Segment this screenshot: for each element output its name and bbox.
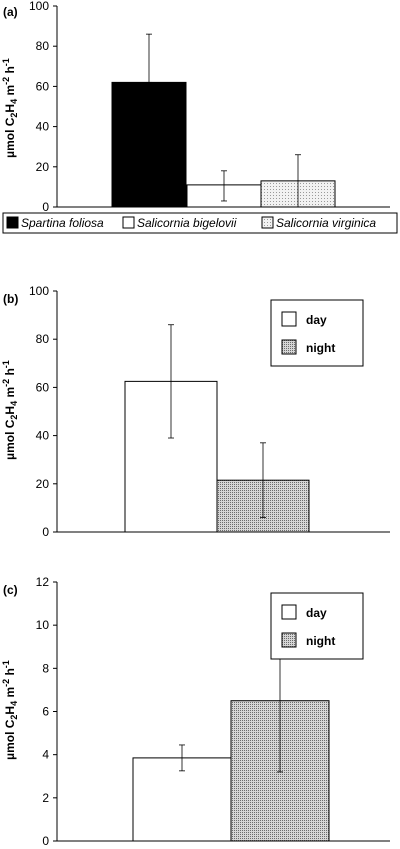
y-axis-label: µmol C2H4 m-2 h-1 [1, 58, 19, 158]
y-tick-label: 20 [36, 477, 50, 491]
y-tick-label: 60 [36, 79, 50, 93]
y-tick-label: 4 [42, 748, 49, 762]
y-axis-label: µmol C2H4 m-2 h-1 [1, 660, 19, 760]
y-tick-label: 40 [36, 120, 50, 134]
legend-swatch [281, 339, 297, 355]
y-tick-label: 8 [42, 661, 49, 675]
legend-swatch [281, 311, 297, 327]
y-axis-label: µmol C2H4 m-2 h-1 [1, 360, 19, 460]
legend-swatch [122, 216, 135, 229]
y-tick-label: 0 [42, 834, 49, 848]
legend-label: day [306, 606, 327, 620]
panel-label: (c) [3, 583, 18, 597]
legend-label: night [306, 341, 335, 355]
legend-swatch [281, 632, 297, 648]
y-tick-label: 40 [36, 429, 50, 443]
y-tick-label: 6 [42, 705, 49, 719]
y-tick-label: 20 [36, 160, 50, 174]
y-tick-label: 0 [42, 200, 49, 214]
legend-box [270, 299, 364, 367]
bar-day [132, 757, 232, 842]
bar-spartina-foliosa [111, 81, 187, 208]
panel-label: (a) [3, 5, 18, 19]
y-tick-label: 2 [42, 791, 49, 805]
chart-panel-1: (a) 0 20 40 60 80 100 µmol C2H4 m-2 h-1 Spartina… [1, 0, 398, 234]
y-tick-label: 100 [29, 284, 49, 298]
y-tick-label: 100 [29, 0, 49, 13]
y-tick-label: 80 [36, 39, 50, 53]
legend: Spartina foliosa Salicornia bigelovii Sali… [2, 212, 398, 234]
legend-swatch [6, 216, 19, 229]
legend-label: night [306, 634, 335, 648]
y-tick-label: 60 [36, 380, 50, 394]
legend-box [270, 592, 364, 660]
legend-label: Salicornia bigelovii [137, 216, 237, 230]
panel-label: (b) [3, 292, 18, 306]
y-tick-label: 12 [36, 575, 50, 589]
chart-panel-2: (b) 0 20 40 60 80 100 µmol C2H4 m-2 h-1 day night [1, 284, 390, 539]
y-tick-label: 80 [36, 332, 50, 346]
y-tick-label: 10 [36, 618, 50, 632]
chart-panel-3: (c) 0 2 4 6 8 10 12 µmol C2H4 m-2 h-1 day night [1, 575, 390, 848]
legend: day night [270, 299, 364, 367]
legend-swatch [281, 604, 297, 620]
legend: day night [270, 592, 364, 660]
y-tick-label: 0 [42, 525, 49, 539]
legend-label: Spartina foliosa [21, 216, 104, 230]
legend-box [2, 212, 398, 234]
legend-label: Salicornia virginica [276, 216, 376, 230]
legend-label: day [306, 313, 327, 327]
legend-swatch [261, 216, 274, 229]
